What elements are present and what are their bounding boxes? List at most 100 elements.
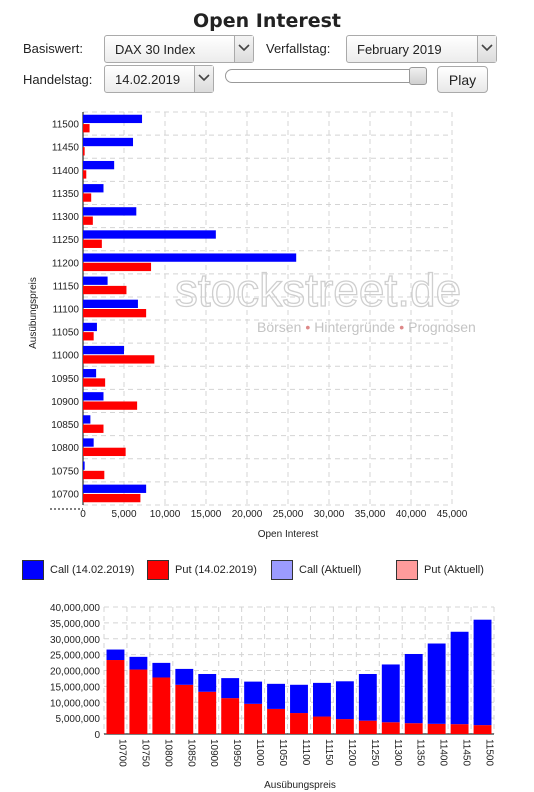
bar-put [198,691,217,734]
bar-put [450,724,469,734]
x-tick-label: 0 [80,509,86,520]
bar-put [83,378,106,387]
bar-put [83,216,93,225]
y-tick-label: 20,000,000 [50,667,100,678]
bar-put [312,716,331,734]
bar-put [83,401,138,410]
bar-put [221,698,240,734]
y-axis-label: Ausübungspreis [28,277,39,349]
handelstag-value: 14.02.2019 [115,72,181,87]
x-tick-label: 35,000 [355,509,386,520]
bar-call [244,681,263,704]
bar-call [83,461,85,470]
watermark: stockstreet.de Börsen • Hintergründe • Progn… [174,263,476,335]
legend-label: Call (14.02.2019) [50,564,135,576]
x-tick-label: 10750 [139,739,150,767]
y-tick-label: 40,000,000 [50,603,100,614]
bar-put [83,147,85,156]
x-tick-label: 25,000 [273,509,304,520]
chevron-down-icon[interactable] [477,36,496,62]
y-tick-label: 11300 [52,212,80,223]
bar-call [83,114,143,124]
bar-call [175,668,194,685]
x-tick-label: 11500 [484,739,495,767]
y-tick-label: 10700 [51,489,79,500]
watermark-brand: stockstreet.de [175,264,461,316]
x-tick-label: 30,000 [314,509,345,520]
bar-call [290,684,308,714]
y-tick-label: 11150 [53,281,80,292]
bar-call [83,253,297,262]
chevron-down-icon[interactable] [234,36,253,62]
verfallstag-value: February 2019 [357,42,442,57]
basiswert-select[interactable]: DAX 30 Index [104,35,254,63]
bar-call [381,664,400,723]
bar-put [83,332,94,341]
x-tick-label: 5,000 [111,509,136,520]
x-tick-label: 15,000 [191,509,222,520]
y-tick-label: 11100 [53,305,80,316]
bar-call [473,619,492,726]
date-slider-thumb[interactable] [409,67,427,85]
legend-swatch [22,560,44,580]
y-tick-label: 25,000,000 [50,651,100,662]
x-tick-label: 11050 [277,739,288,767]
y-tick-label: 11200 [52,258,80,269]
x-tick-label: 40,000 [396,509,427,520]
legend-label: Put (14.02.2019) [175,564,257,576]
bar-call [312,682,331,717]
bar-put [175,684,194,734]
play-button[interactable]: Play [437,66,488,93]
bar-call [404,653,423,724]
x-tick-label: 11150 [323,739,334,766]
y-tick-label: 11250 [52,235,80,246]
handelstag-select[interactable]: 14.02.2019 [104,65,214,93]
y-tick-label: 11400 [52,166,80,177]
bar-call [450,631,469,725]
verfallstag-select[interactable]: February 2019 [346,35,497,63]
bar-put [427,723,446,734]
y-tick-label: 10750 [51,466,79,477]
bar-call [83,369,97,378]
x-tick-label: 20,000 [232,509,263,520]
x-tick-label: 10850 [185,739,196,767]
y-tick-label: 30,000,000 [50,635,100,646]
bar-call [335,681,354,720]
open-interest-stacked-chart: 0 5,000,000 10,000,000 15,000,000 20,000,000… [50,603,495,791]
y-tick-label: 11500 [52,120,80,131]
legend-label: Put (Aktuell) [424,564,484,576]
bar-call [83,299,138,308]
bar-put [381,722,400,734]
bar-put [83,262,152,272]
bar-call [221,678,240,699]
bar-call [129,656,148,670]
x-tick-label: 11250 [369,739,380,767]
bar-put [152,677,171,734]
x-tick-label: 11300 [392,739,403,767]
bar-put [404,723,423,734]
y-tick-label: 15,000,000 [50,682,100,693]
x-axis-label-bottom: Ausübungspreis [264,780,336,791]
y-tick-label: 10950 [51,374,79,385]
basiswert-value: DAX 30 Index [115,42,196,57]
bar-put [83,285,127,295]
bar-put [83,424,104,433]
x-tick-label: 11450 [461,739,472,767]
legend-swatch [147,560,169,580]
bar-call [83,160,115,170]
bar-put [267,708,286,734]
x-tick-label: 10950 [231,739,242,767]
bar-call [83,322,97,332]
y-tick-label: 0 [94,730,100,741]
bar-call [83,438,94,447]
y-tick-label: 5,000,000 [56,714,101,725]
bar-call [83,137,134,147]
watermark-tagline: Börsen • Hintergründe • Prognosen [257,319,476,335]
x-tick-label: 45,000 [437,509,468,520]
chart-title: Open Interest [193,10,341,32]
bar-call [83,415,91,424]
y-tick-label: 10,000,000 [50,698,100,709]
x-tick-label: 10900 [208,739,219,767]
legend-swatch [396,560,418,580]
chevron-down-icon[interactable] [194,66,213,92]
